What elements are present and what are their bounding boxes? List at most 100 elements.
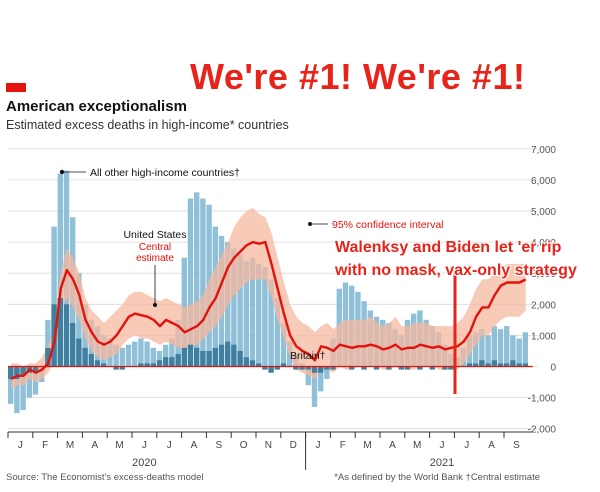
month-label: M [115, 440, 123, 451]
y-axis: -2,000 -1,000 0 1,000 2,000 3,000 4,000 5,000 6,… [528, 145, 557, 436]
britain-bar [70, 322, 76, 367]
month-label: S [215, 440, 222, 451]
britain-bar [373, 366, 380, 370]
britain-bar [76, 338, 82, 367]
britain-bar [8, 366, 14, 379]
other-bar [119, 347, 125, 367]
britain-bar [101, 363, 107, 367]
britain-bar [280, 363, 287, 367]
chart-title: American exceptionalism [6, 98, 187, 115]
y-tick-label: 3,000 [531, 269, 556, 280]
britain-bar [237, 350, 243, 367]
britain-bar [324, 366, 330, 370]
britain-bar [361, 366, 367, 370]
other-bar [113, 344, 119, 367]
other-bar [305, 366, 311, 386]
callout-line-1: Walenksy and Biden let 'er rip [335, 239, 562, 256]
other-bar [45, 319, 51, 367]
other-bar [473, 332, 479, 367]
us-central-label-2: estimate [136, 253, 174, 264]
britain-bar [163, 357, 169, 367]
source-note: Source: The Economist's excess-deaths mo… [6, 472, 204, 483]
britain-bar [181, 347, 187, 367]
other-bar [150, 347, 156, 367]
month-label: M [66, 440, 74, 451]
britain-bar [318, 366, 324, 373]
britain-bar [20, 366, 26, 376]
britain-bar [150, 363, 156, 367]
other-bar [504, 326, 510, 367]
other-bar [497, 329, 504, 367]
month-label: F [42, 440, 48, 451]
britain-bar [231, 344, 237, 367]
other-bar [231, 248, 237, 367]
britain-bar [510, 360, 516, 367]
britain-bar [311, 366, 318, 373]
month-label: F [340, 440, 346, 451]
other-bar [268, 279, 274, 367]
brand-tag [6, 83, 26, 92]
y-tick-label: 7,000 [531, 145, 556, 156]
britain-bar [442, 366, 448, 370]
britain-bar [218, 344, 225, 367]
britain-bar [504, 363, 510, 367]
other-bar [163, 344, 169, 367]
month-label: A [488, 440, 495, 451]
britain-bar [274, 366, 280, 370]
month-label: M [413, 440, 421, 451]
britain-bar [14, 366, 20, 379]
month-label: O [240, 440, 248, 451]
y-tick-label: 5,000 [531, 207, 556, 218]
other-bar [479, 329, 485, 367]
britain-bar [268, 366, 274, 373]
britain-bar [293, 366, 299, 370]
other-bar [26, 366, 32, 398]
us-central-label-1: Central [139, 242, 171, 253]
other-bar [187, 198, 194, 367]
y-tick-label: 2,000 [531, 300, 556, 311]
other-bar [132, 341, 138, 367]
britain-bar [243, 357, 249, 367]
other-bar [522, 332, 528, 367]
britain-bar [119, 366, 125, 370]
other-bar [249, 257, 256, 367]
britain-bar [349, 366, 355, 370]
other-bar [144, 341, 150, 367]
month-label: A [389, 440, 396, 451]
month-label: J [167, 440, 172, 451]
other-bar [256, 263, 262, 367]
chart-annotations: All other high-income countries† United S… [59, 167, 444, 362]
britain-bar [88, 354, 94, 367]
other-bar [516, 338, 522, 367]
britain-bar [156, 360, 163, 367]
britain-bar [187, 344, 194, 367]
month-label: J [142, 440, 147, 451]
month-label: J [464, 440, 469, 451]
other-bar [57, 173, 63, 367]
britain-bar [429, 366, 435, 370]
britain-bar [144, 363, 150, 367]
other-bar [138, 338, 144, 367]
other-bar [14, 366, 20, 414]
month-label: N [265, 440, 272, 451]
britain-bar [175, 354, 181, 367]
britain-bar [516, 363, 522, 367]
britain-bar [479, 360, 485, 367]
britain-bar [206, 350, 212, 367]
month-label: J [18, 440, 23, 451]
britain-bar [398, 366, 404, 370]
other-bar [20, 366, 26, 411]
other-bar [485, 335, 491, 367]
britain-bar [404, 366, 411, 370]
britain-bar [249, 360, 256, 367]
britain-bar [256, 363, 262, 367]
us-line-group [10, 240, 527, 380]
other-bar [51, 226, 57, 367]
confidence-band [11, 207, 526, 389]
other-countries-bars [8, 170, 528, 414]
britain-bar [169, 357, 175, 367]
month-label: J [316, 440, 321, 451]
other-bar [76, 273, 82, 367]
y-tick-label: 4,000 [531, 238, 556, 249]
britain-bar [305, 366, 311, 370]
